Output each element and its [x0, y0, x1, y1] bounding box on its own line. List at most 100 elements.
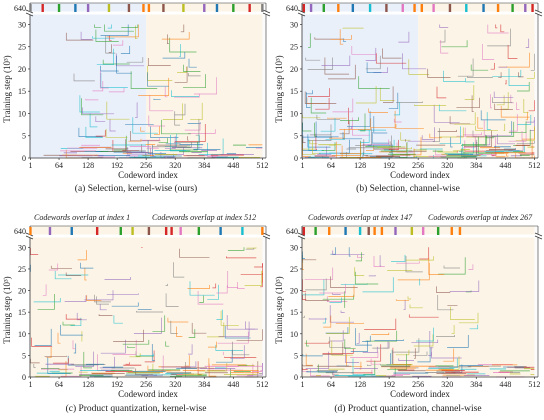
final-codeword-marker [241, 227, 244, 235]
trajectory-line [503, 148, 516, 150]
x-tick-label: 256 [412, 161, 424, 170]
x-tick-label: 192 [111, 380, 123, 389]
trajectory-line [508, 68, 530, 86]
trajectory-line [216, 285, 228, 294]
trajectory-line [355, 86, 377, 104]
trajectory-line [409, 304, 423, 309]
trajectory-line [122, 339, 150, 345]
trajectory-line [61, 366, 82, 377]
y-tick-label: 20 [18, 65, 26, 74]
trajectory-line [400, 132, 411, 141]
y-tick-label-640: 640 [286, 227, 298, 236]
trajectory-line [302, 367, 308, 370]
final-codeword-marker [119, 227, 122, 235]
trajectory-line [86, 295, 102, 301]
trajectory-line [432, 128, 440, 143]
trajectory-line [447, 335, 469, 348]
trajectory-line [47, 357, 71, 375]
trajectory-line [511, 121, 513, 136]
trajectory-line [113, 329, 144, 342]
x-tick-label: 192 [383, 380, 395, 389]
trajectory-line [65, 314, 82, 320]
trajectory-line [490, 62, 495, 70]
trajectory-line [339, 118, 372, 130]
trajectory-line [106, 293, 139, 295]
trajectory-line [439, 126, 461, 145]
trajectory-line [470, 137, 496, 155]
trajectory-line [84, 267, 87, 281]
trajectory-line [302, 370, 309, 372]
x-tick-label: 128 [354, 380, 366, 389]
x-tick-label: 512 [256, 161, 268, 170]
trajectory-line [329, 129, 345, 139]
trajectory-line [152, 315, 166, 332]
y-tick-label: 10 [290, 109, 298, 118]
trajectory-line [464, 85, 475, 100]
trajectory-line [371, 332, 390, 335]
trajectory-line [340, 310, 345, 313]
final-codeword-marker [86, 4, 90, 12]
trajectory-line [482, 44, 495, 60]
trajectory-line [362, 346, 378, 353]
trajectory-line [176, 326, 183, 337]
trajectory-line [498, 72, 502, 79]
trajectory-line [73, 73, 95, 82]
final-codeword-marker [197, 227, 201, 235]
trajectory-line [165, 341, 170, 347]
trajectory-line [125, 362, 130, 365]
trajectory-line [105, 128, 128, 138]
trajectory-line [149, 95, 174, 112]
trajectory-line [162, 51, 186, 59]
trajectory-line [324, 57, 350, 75]
trajectory-line [121, 24, 139, 28]
trajectory-line [30, 247, 39, 255]
final-codeword-marker [524, 4, 527, 12]
trajectory-line [320, 118, 336, 132]
final-codeword-marker [368, 4, 372, 12]
trajectory-line [184, 355, 190, 367]
trajectory-line [193, 77, 217, 95]
trajectory-line [139, 353, 155, 357]
trajectory-line [528, 100, 535, 112]
trajectory-line [236, 329, 263, 341]
trajectory-line [414, 104, 447, 106]
trajectory-line [483, 136, 491, 146]
trajectory-line [530, 53, 535, 71]
trajectory-line [96, 48, 114, 66]
chart-panel-b: 640 0 5 10 15 20 25 30 1 64 128 192 256 320 384 448 512 C… [272, 0, 544, 210]
axis-break-mark [534, 9, 543, 14]
axis-break-gap [298, 11, 542, 15]
trajectory-line [416, 327, 434, 342]
trajectory-line [316, 114, 341, 120]
trajectory-line [461, 135, 488, 146]
trajectory-line [436, 286, 451, 293]
trajectory-line [92, 36, 115, 39]
trajectory-line [94, 24, 102, 28]
trajectory-line [226, 315, 255, 330]
trajectory-line [151, 344, 155, 361]
trajectory-line [375, 53, 407, 64]
trajectory-line [408, 314, 439, 318]
final-codeword-marker [358, 227, 362, 235]
axis-break-mark [262, 232, 271, 237]
trajectory-line [326, 296, 348, 302]
trajectory-line [312, 140, 321, 155]
x-axis-title: Codeword index [118, 170, 178, 180]
trajectory-line [388, 92, 399, 110]
trajectory-line [352, 117, 370, 136]
trajectory-line [307, 134, 331, 148]
trajectory-line [525, 120, 535, 123]
trajectory-line [508, 121, 527, 134]
trajectory-line [94, 294, 111, 303]
trajectory-line [356, 332, 360, 344]
trajectory-line [470, 64, 489, 71]
trajectory-line [226, 256, 257, 259]
trajectory-line [355, 328, 372, 346]
trajectory-line [449, 280, 480, 292]
trajectory-line [232, 341, 250, 356]
trajectory-line [113, 135, 127, 151]
trajectory-line [42, 284, 47, 296]
trajectory-line [371, 132, 389, 144]
trajectory-line [65, 32, 94, 41]
trajectory-line [130, 131, 161, 142]
